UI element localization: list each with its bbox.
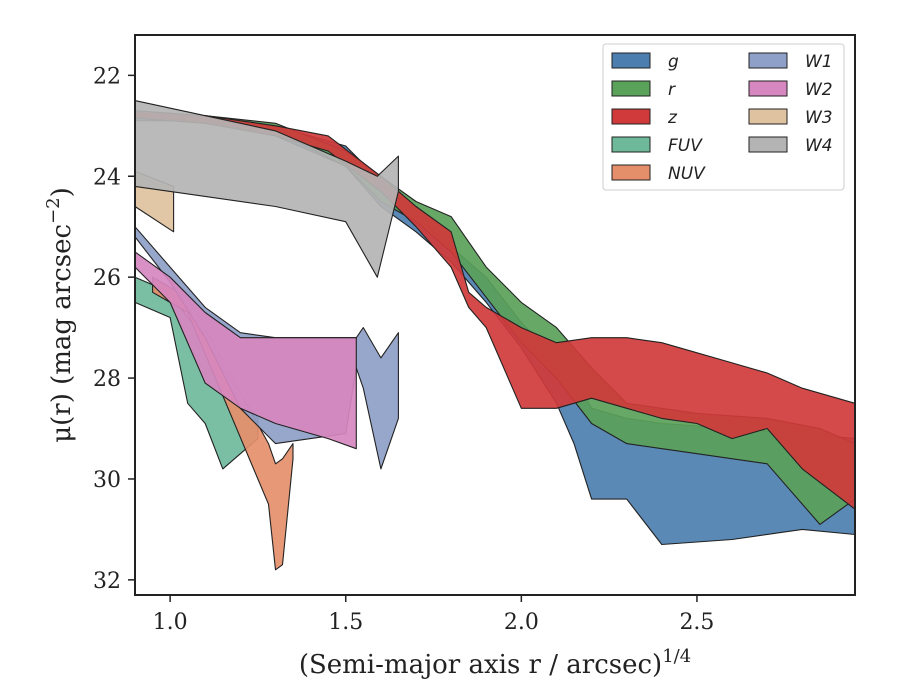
x-tick-label: 1.5 (328, 610, 363, 635)
legend-swatch-W4 (748, 136, 788, 153)
x-axis-title-exponent: 1/4 (662, 646, 691, 667)
legend-label-W4: W4 (805, 136, 833, 156)
y-tick-label: 32 (93, 569, 121, 594)
y-tick-label: 24 (93, 165, 121, 190)
legend-label-W1: W1 (805, 52, 833, 72)
legend-label-r: r (668, 80, 676, 100)
y-tick-label: 26 (93, 266, 121, 291)
legend-label-FUV: FUV (668, 136, 703, 156)
legend-swatch-W1 (748, 52, 788, 69)
legend-swatch-z (611, 108, 651, 125)
legend-label-g: g (668, 52, 679, 72)
x-axis-title: (Semi-major axis r / arcsec)1/4 (299, 646, 691, 680)
legend-swatch-g (611, 52, 651, 69)
legend-label-W2: W2 (805, 80, 833, 100)
y-axis-title-exponent: −2 (43, 197, 64, 224)
legend-swatch-r (611, 80, 651, 97)
x-tick-label: 2.0 (504, 610, 539, 635)
series-band-W4 (134, 100, 399, 278)
series-band-W2 (134, 251, 357, 450)
legend-swatch-NUV (611, 164, 651, 181)
legend: grz FUV NUV W1 W2 W3 W4 (602, 43, 845, 191)
plot-frame (134, 34, 856, 596)
legend-label-W3: W3 (805, 108, 833, 128)
legend-label-z: z (667, 108, 678, 128)
legend-swatch-W3 (748, 108, 788, 125)
y-tick-label: 28 (93, 367, 121, 392)
y-tick-label: 30 (93, 468, 121, 493)
x-tick-label: 2.5 (679, 610, 714, 635)
legend-swatch-W2 (748, 80, 788, 97)
legend-label-NUV: NUV (668, 164, 706, 184)
y-axis: 22 24 26 28 30 32 (93, 64, 135, 594)
y-tick-label: 22 (93, 64, 121, 89)
legend-swatch-FUV (611, 136, 651, 153)
y-axis-title-suffix: ) (47, 187, 77, 197)
y-axis-title-main: μ(r) (mag arcsec (47, 224, 77, 443)
x-axis-title-main: (Semi-major axis r / arcsec) (299, 650, 662, 680)
y-axis-title: μ(r) (mag arcsec−2) (43, 187, 77, 443)
x-tick-label: 1.0 (153, 610, 188, 635)
plot-areas (134, 100, 856, 571)
x-axis: 1.0 1.5 2.0 2.5 (153, 595, 714, 635)
